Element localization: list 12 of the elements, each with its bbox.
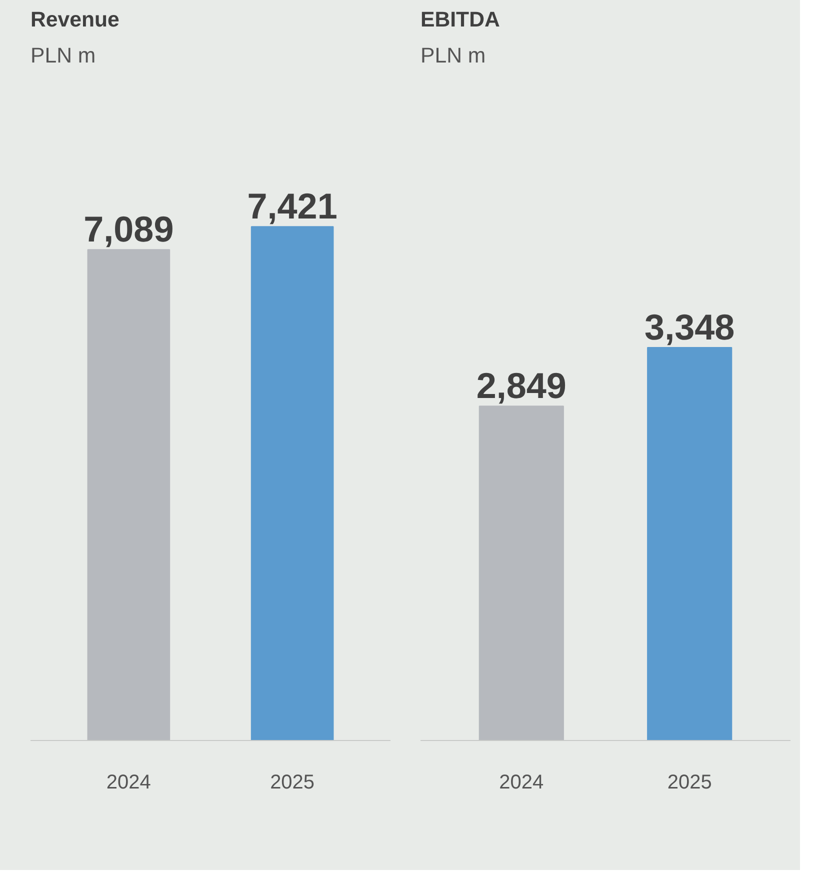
chart-title: Revenue bbox=[30, 8, 120, 32]
data-label: 2,849 bbox=[476, 365, 566, 406]
chart-subtitle: PLN m bbox=[420, 44, 486, 68]
data-label: 7,089 bbox=[84, 208, 174, 250]
chart-subtitle: PLN m bbox=[30, 44, 96, 68]
x-tick-label: 2025 bbox=[270, 772, 315, 794]
x-tick-label: 2025 bbox=[667, 772, 712, 794]
data-label: 7,421 bbox=[247, 186, 338, 227]
x-tick-label: 2024 bbox=[106, 772, 151, 794]
data-label: 3,348 bbox=[644, 306, 735, 348]
chart-title: EBITDA bbox=[420, 8, 500, 32]
x-tick-label: 2024 bbox=[499, 772, 544, 794]
